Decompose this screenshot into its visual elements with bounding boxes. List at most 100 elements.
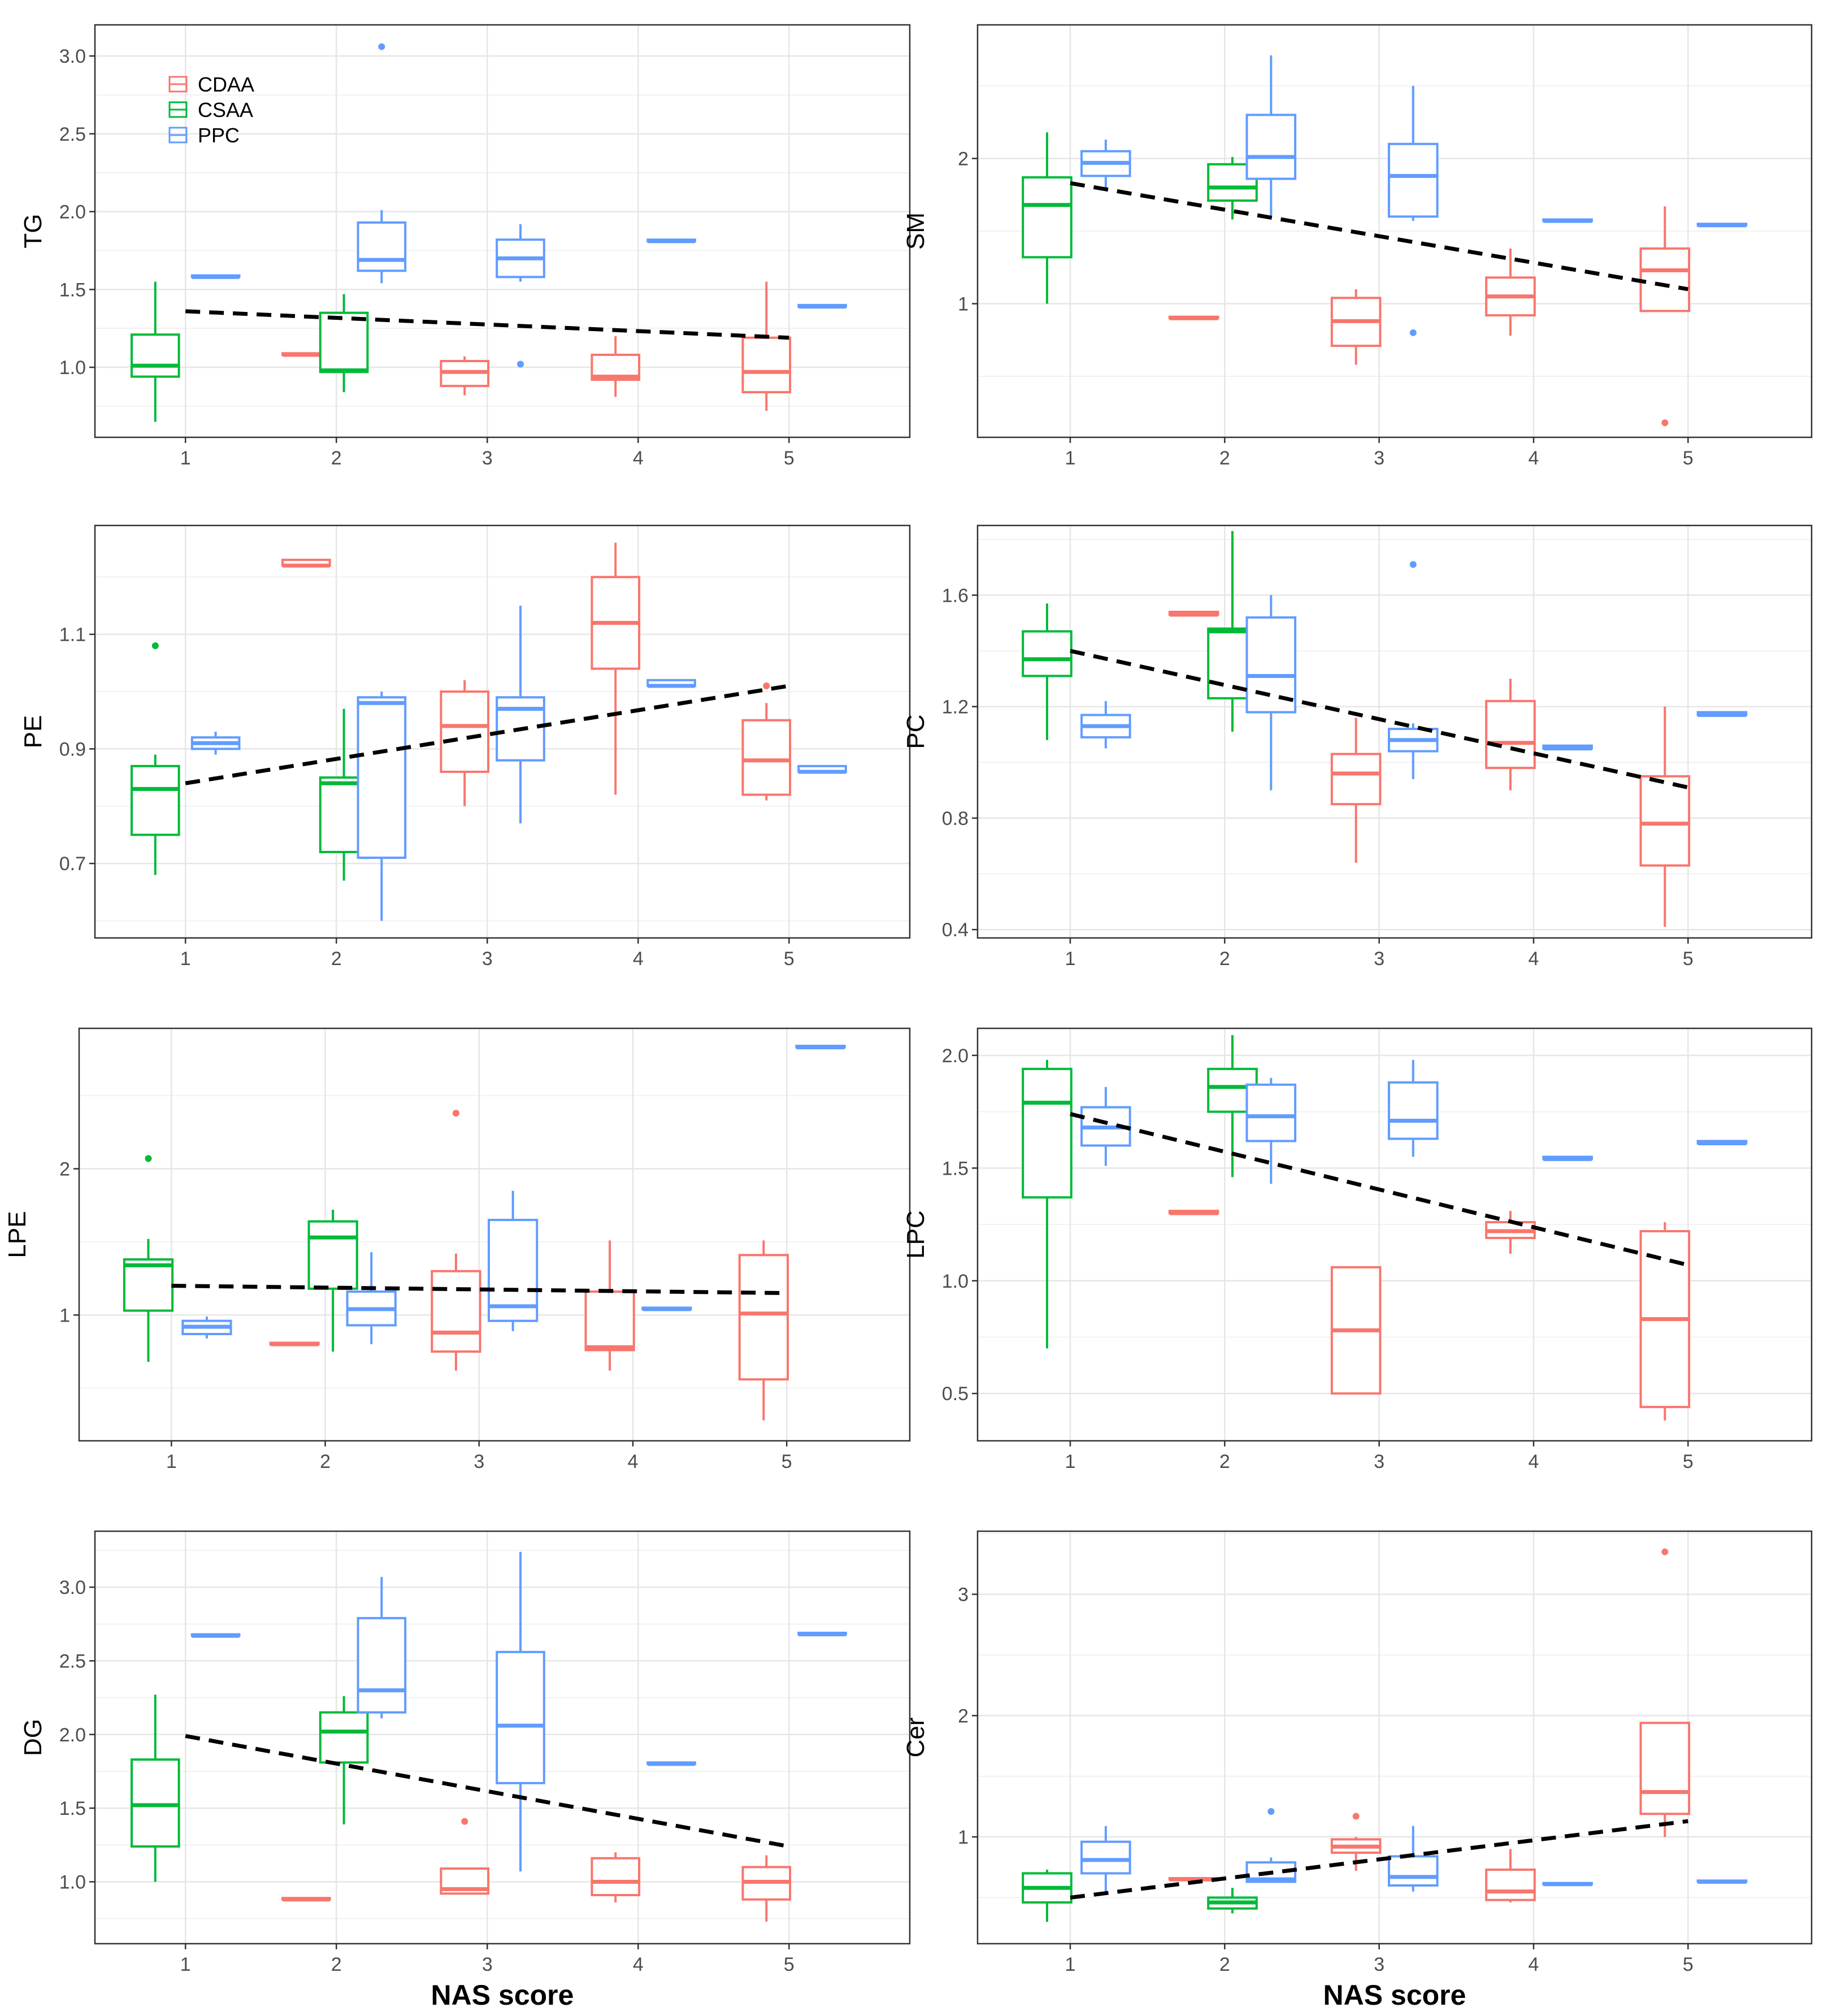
x-tick-label: 4 — [633, 1954, 644, 1975]
box-csaa-nas-1 — [130, 1695, 180, 1882]
box-csaa-nas-2 — [319, 1696, 369, 1824]
x-tick-label: 2 — [320, 1451, 331, 1472]
box-outlier — [1661, 1548, 1669, 1556]
y-axis-label: LPE — [3, 1211, 31, 1258]
box-body — [741, 719, 792, 796]
y-tick-label: 2.5 — [59, 1650, 86, 1672]
box-csaa-nas-2 — [319, 294, 369, 393]
box-outlier — [145, 1155, 152, 1162]
x-tick-label: 5 — [784, 1954, 794, 1975]
box-ppc-nas-2 — [357, 692, 407, 921]
box-cdaa-nas-3 — [431, 1110, 481, 1371]
box-body — [1245, 1083, 1297, 1142]
y-axis-label: PE — [19, 715, 47, 749]
box-ppc-nas-3 — [1387, 85, 1439, 336]
x-tick-label: 3 — [482, 1954, 493, 1975]
box-ppc-nas-2 — [357, 1576, 407, 1719]
legend: CDAA CSAA PPC — [168, 73, 254, 147]
box-cdaa-nas-3 — [1330, 718, 1382, 863]
trend-line — [1070, 1819, 1688, 1900]
box-body — [440, 690, 490, 773]
x-tick-label: 4 — [1529, 1954, 1539, 1975]
box-ppc-nas-4 — [1542, 218, 1593, 223]
box-outlier — [1409, 561, 1417, 568]
x-tick-label: 2 — [1219, 948, 1230, 970]
x-tick-label: 1 — [1065, 1451, 1076, 1472]
box-body — [1639, 1722, 1691, 1815]
y-axis-label: Cer — [902, 1718, 930, 1758]
x-axis-label: NAS score — [431, 1979, 574, 2011]
box-body — [1387, 142, 1439, 218]
y-tick-label: 2 — [958, 148, 969, 170]
y-tick-label: 0.8 — [942, 808, 969, 829]
panel-border — [976, 524, 1813, 939]
box-ppc-nas-4 — [646, 238, 696, 244]
panel-border — [976, 1027, 1813, 1442]
panel-cer: 1 2 3 1 2 3 4 5 Cer NAS score — [902, 1530, 1813, 2011]
trend-line — [1070, 181, 1688, 292]
legend-label-ppc: PPC — [198, 124, 240, 147]
box-cdaa-nas-3 — [440, 1818, 490, 1895]
box-body — [1330, 753, 1382, 806]
box-body — [1245, 114, 1297, 180]
box-cdaa-nas-5 — [1639, 1548, 1691, 1837]
box-ppc-nas-5 — [1696, 1879, 1748, 1884]
y-tick-label: 0.7 — [59, 853, 86, 875]
trend-line — [171, 1284, 787, 1296]
box-outlier — [1661, 419, 1669, 427]
box-body — [319, 1711, 369, 1764]
y-tick-label: 1 — [958, 1827, 969, 1848]
box-csaa-nas-1 — [1022, 132, 1073, 304]
box-cdaa-nas-3 — [1330, 1266, 1382, 1395]
y-tick-label: 2.5 — [59, 124, 86, 145]
box-body — [357, 1617, 407, 1714]
panel-border — [976, 1530, 1813, 1945]
x-tick-label: 3 — [1374, 948, 1384, 970]
box-cdaa-nas-5 — [738, 1240, 789, 1420]
box-ppc-nas-3 — [488, 1191, 539, 1331]
box-body — [1639, 775, 1691, 867]
box-csaa-nas-2 — [1207, 1888, 1258, 1914]
trend-line — [185, 1733, 790, 1849]
box-cdaa-nas-5 — [1639, 706, 1691, 927]
y-tick-label: 1.5 — [942, 1158, 969, 1179]
y-tick-label: 3.0 — [59, 46, 86, 67]
box-ppc-nas-1 — [1080, 1826, 1131, 1892]
box-cdaa-nas-5 — [741, 682, 792, 801]
box-ppc-nas-5 — [1696, 711, 1748, 717]
panel-border — [94, 1530, 911, 1945]
box-body — [1639, 247, 1691, 312]
panel-dg: 1.0 1.5 2.0 2.5 3.0 1 2 3 4 5 DG NAS score — [19, 1530, 911, 2011]
box-body — [1485, 1869, 1536, 1901]
y-tick-label: 1.5 — [59, 1798, 86, 1819]
y-axis-label: SM — [902, 212, 930, 250]
y-tick-label: 1.0 — [942, 1271, 969, 1292]
box-ppc-nas-1 — [1080, 140, 1131, 188]
box-csaa-nas-1 — [1022, 1059, 1073, 1349]
box-ppc-nas-5 — [797, 764, 847, 774]
y-axis-label: TG — [19, 214, 47, 248]
box-outlier — [763, 682, 770, 689]
box-body — [1022, 630, 1073, 677]
box-ppc-nas-4 — [1542, 744, 1593, 751]
box-cdaa-nas-3 — [440, 680, 490, 806]
x-axis-label: NAS score — [1323, 1979, 1466, 2011]
box-csaa-nas-1 — [130, 642, 180, 875]
x-tick-label: 2 — [331, 1954, 342, 1975]
panel-border — [78, 1027, 911, 1442]
box-body — [590, 1857, 641, 1896]
box-cdaa-nas-2 — [1168, 610, 1219, 617]
box-body — [319, 311, 369, 373]
box-ppc-nas-3 — [1387, 561, 1439, 779]
box-csaa-nas-1 — [1022, 603, 1073, 740]
box-body — [1485, 699, 1536, 770]
box-body — [307, 1220, 358, 1290]
legend-entry-csaa: CSAA — [168, 98, 253, 121]
x-tick-label: 1 — [1065, 1954, 1076, 1975]
box-body — [1022, 1067, 1073, 1199]
box-ppc-nas-4 — [641, 1306, 692, 1311]
box-cdaa-nas-4 — [590, 336, 641, 397]
box-ppc-nas-2 — [1245, 595, 1297, 790]
box-body — [1022, 176, 1073, 259]
x-tick-label: 1 — [180, 948, 191, 970]
